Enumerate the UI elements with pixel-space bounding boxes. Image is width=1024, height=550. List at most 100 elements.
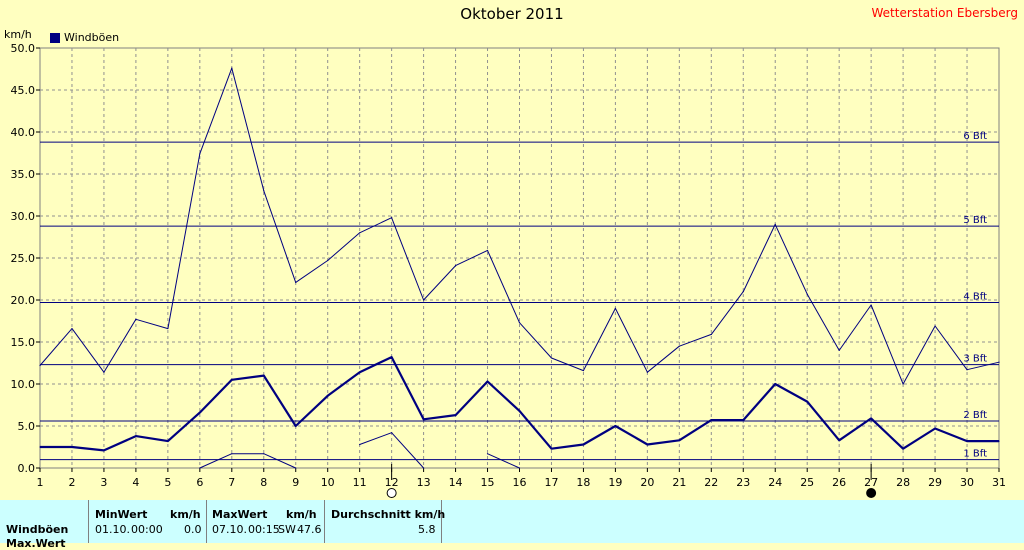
stats-min-date: 01.10.	[95, 523, 130, 536]
y-tick-label: 45.0	[11, 84, 36, 97]
x-tick-label: 26	[832, 476, 846, 489]
stats-min-value: 0.0	[184, 523, 202, 536]
x-tick-label: 24	[768, 476, 782, 489]
data-point-max	[742, 291, 744, 293]
x-tick-label: 17	[544, 476, 558, 489]
chart-title: Oktober 2011	[460, 5, 564, 23]
x-tick-label: 2	[68, 476, 75, 489]
data-point-max	[806, 293, 808, 295]
data-point-avg	[391, 356, 393, 358]
data-point-max	[71, 327, 73, 330]
x-tick-label: 20	[640, 476, 654, 489]
data-point-avg	[39, 446, 41, 448]
stats-header-max-unit: km/h	[286, 508, 317, 521]
data-point-max	[678, 345, 680, 347]
x-tick-label: 16	[513, 476, 527, 489]
data-point-max	[135, 318, 137, 320]
chart-canvas: 1 2 3 4 5 6 7 8 9 10 11 12 13 14 15 16 17 18 19 20 21 22 23 24 2…	[11, 42, 1006, 498]
beaufort-label: 1 Bft	[963, 449, 987, 460]
data-point-avg	[263, 375, 265, 377]
data-point-max	[934, 325, 936, 327]
y-tick-label: 10.0	[11, 378, 36, 391]
data-point-min	[263, 453, 265, 455]
x-tick-label: 7	[228, 476, 235, 489]
series-line-min	[487, 453, 520, 469]
new-moon-icon	[866, 488, 877, 498]
stats-divider	[88, 500, 89, 543]
legend: Windböen	[50, 31, 119, 44]
x-tick-label: 22	[704, 476, 718, 489]
stats-panel: MinWert km/h MaxWert km/h Durchschnitt k…	[0, 500, 1024, 550]
stats-header-min: MinWert	[95, 508, 148, 521]
y-tick-label: 15.0	[11, 336, 36, 349]
beaufort-label: 6 Bft	[963, 131, 987, 142]
data-point-max	[359, 232, 361, 234]
y-tick-label: 40.0	[11, 126, 36, 139]
data-point-avg	[870, 417, 872, 420]
data-point-avg	[454, 414, 457, 416]
stats-divider	[324, 500, 325, 543]
data-point-max	[295, 281, 297, 283]
x-tick-label: 1	[37, 476, 44, 489]
data-point-max	[327, 259, 329, 262]
x-tick-label: 31	[992, 476, 1006, 489]
y-tick-label: 20.0	[11, 294, 36, 307]
data-point-min	[391, 432, 393, 434]
data-point-max	[966, 369, 968, 371]
series-line-min	[199, 453, 296, 469]
station-name: Wetterstation Ebersberg	[871, 6, 1019, 20]
data-point-avg	[231, 379, 233, 381]
data-point-avg	[838, 439, 840, 441]
data-point-max	[710, 333, 712, 336]
stats-row-label: Windböen	[6, 523, 69, 536]
data-point-avg	[614, 425, 617, 427]
stats-avg-value: 5.8	[418, 523, 436, 536]
y-tick-label: 25.0	[11, 252, 36, 265]
full-moon-icon	[386, 488, 397, 498]
data-point-avg	[103, 449, 105, 451]
beaufort-label: 4 Bft	[963, 292, 987, 303]
stats-min-time: 00:00	[131, 523, 163, 536]
data-point-max	[614, 307, 617, 309]
data-point-max	[39, 364, 41, 367]
data-point-min	[518, 467, 521, 469]
data-point-max	[199, 153, 201, 155]
data-point-avg	[582, 443, 585, 446]
data-point-min	[486, 453, 489, 455]
data-point-min	[423, 467, 425, 469]
data-point-avg	[934, 427, 936, 430]
data-point-max	[423, 299, 425, 301]
data-point-max	[391, 217, 393, 219]
data-point-max	[902, 383, 904, 385]
stats-header-min-unit: km/h	[170, 508, 201, 521]
data-point-avg	[966, 440, 968, 442]
stats-header-max: MaxWert	[212, 508, 268, 521]
x-tick-label: 5	[164, 476, 171, 489]
data-point-avg	[295, 425, 297, 427]
stats-max-value: 47.6	[297, 523, 322, 536]
data-point-max	[870, 304, 872, 306]
x-tick-label: 27	[864, 476, 878, 489]
stats-max-dir: SW	[278, 523, 296, 536]
data-point-avg	[327, 395, 329, 397]
x-tick-label: 15	[481, 476, 495, 489]
beaufort-label: 5 Bft	[963, 215, 987, 226]
data-point-max	[646, 371, 648, 373]
y-tick-label: 50.0	[11, 42, 36, 55]
data-point-max	[518, 322, 521, 324]
beaufort-label: 2 Bft	[963, 410, 987, 421]
x-tick-label: 8	[260, 476, 267, 489]
stats-header-avg: Durchschnitt km/h	[331, 508, 446, 521]
x-tick-label: 6	[196, 476, 203, 489]
x-tick-label: 18	[576, 476, 590, 489]
x-tick-label: 30	[960, 476, 974, 489]
x-tick-label: 23	[736, 476, 750, 489]
y-tick-label: 0.0	[18, 462, 36, 475]
data-point-avg	[167, 440, 169, 442]
y-axis-unit: km/h	[4, 28, 32, 41]
data-point-max	[582, 369, 585, 372]
data-point-min	[295, 467, 297, 469]
x-tick-label: 21	[672, 476, 686, 489]
y-tick-label: 30.0	[11, 210, 36, 223]
beaufort-label: 3 Bft	[963, 354, 987, 365]
